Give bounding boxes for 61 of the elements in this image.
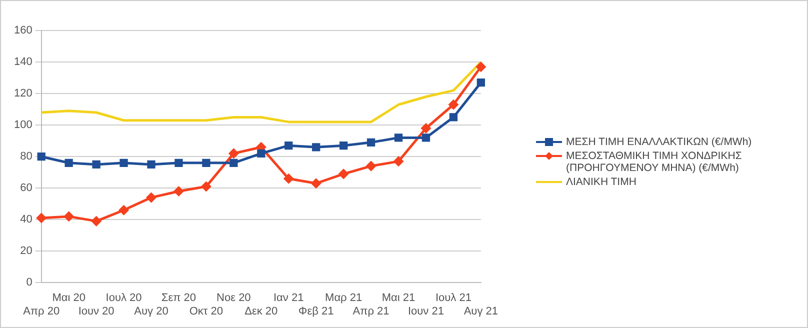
point: [120, 158, 128, 167]
point: [174, 186, 184, 196]
legend-label: ΜΕΣΗ ΤΙΜΗ ΕΝΑΛΛΑΚΤΙΚΩΝ (€/MWh): [566, 136, 752, 148]
x-tick-label: Φεβ 21: [298, 305, 334, 318]
point: [311, 178, 321, 188]
point: [476, 78, 486, 87]
point: [64, 158, 73, 167]
x-tick-label: Μαι 21: [382, 292, 416, 304]
x-tick-label: Απρ 20: [23, 305, 60, 318]
x-tick-label: Δεκ 20: [244, 305, 278, 318]
x-tick-label: Σεπ 20: [161, 292, 196, 304]
point: [92, 160, 100, 169]
point: [366, 161, 376, 171]
legend-label: ΛΙΑΝΙΚΗ ΤΙΜΗ: [566, 176, 636, 188]
point: [394, 156, 404, 166]
point: [257, 149, 266, 158]
point: [366, 138, 376, 147]
point: [228, 148, 238, 158]
x-tick-label: Μαι 20: [52, 292, 86, 304]
point: [146, 192, 156, 202]
y-tick-label: 140: [14, 56, 32, 68]
point: [422, 134, 430, 142]
point: [448, 100, 458, 110]
point: [421, 124, 431, 133]
point: [37, 152, 46, 161]
x-tick-label: Οκτ 20: [189, 305, 224, 318]
point: [174, 158, 183, 167]
x-tick-label: Αυγ 21: [464, 305, 498, 318]
x-tick-label: Ιουλ 20: [106, 292, 142, 304]
point: [339, 141, 348, 150]
point: [338, 169, 348, 179]
x-tick-label: Νοε 20: [216, 292, 251, 304]
point: [202, 158, 210, 167]
x-tick-label: Ιουν 20: [78, 305, 114, 318]
y-tick-label: 20: [20, 245, 32, 258]
y-tick-label: 40: [20, 214, 32, 226]
point: [449, 113, 458, 122]
point: [201, 182, 211, 192]
point: [284, 141, 293, 150]
x-tick-label: Ιουν 21: [408, 305, 444, 318]
point: [476, 62, 486, 72]
x-tick-label: Απρ 21: [352, 305, 390, 318]
x-tick-label: Ιαν 21: [274, 292, 304, 304]
point: [312, 143, 320, 152]
y-tick-label: 120: [14, 88, 32, 100]
y-tick-label: 0: [26, 276, 32, 289]
point: [394, 134, 403, 142]
y-tick-label: 80: [20, 150, 32, 163]
point: [284, 174, 294, 184]
point: [147, 160, 156, 169]
x-tick-label: Αυγ 20: [134, 305, 168, 318]
y-tick-label: 100: [14, 119, 32, 132]
y-tick-label: 160: [14, 24, 32, 37]
y-tick-label: 60: [20, 182, 32, 194]
point: [92, 216, 102, 226]
legend-label: ΜΕΣΟΣΤΑΘΜΙΚΗ ΤΙΜΗ ΧΟΝΔΡΙΚΗΣ (ΠΡΟΗΓΟΥΜΕΝΟΥ ΜΗΝΑ) (€/MWh): [566, 150, 743, 174]
x-tick-label: Μαρ 21: [325, 292, 362, 304]
x-tick-label: Ιουλ 21: [435, 292, 472, 304]
point: [119, 205, 129, 215]
point: [230, 158, 238, 167]
point: [64, 212, 74, 222]
